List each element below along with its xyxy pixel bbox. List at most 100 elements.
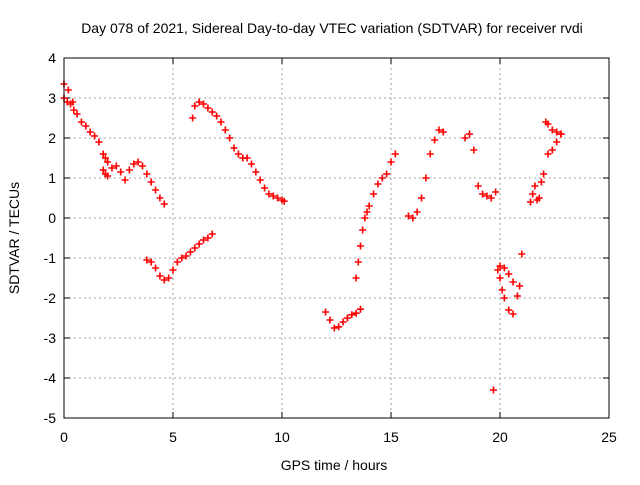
data-point [553, 138, 561, 146]
data-point [280, 197, 288, 205]
data-point [439, 128, 447, 136]
series-arc-9 [404, 126, 447, 222]
data-point [252, 168, 260, 176]
data-point [138, 162, 146, 170]
data-point [130, 160, 138, 168]
data-points [60, 80, 565, 394]
data-point [391, 150, 399, 158]
y-tick-label: -5 [44, 410, 57, 426]
data-point [169, 266, 177, 274]
data-point [354, 258, 362, 266]
data-point [247, 160, 255, 168]
x-tick-label: 10 [274, 429, 290, 445]
data-point [479, 190, 487, 198]
data-point [117, 168, 125, 176]
data-point [101, 154, 109, 162]
data-point [77, 118, 85, 126]
grid-layer [64, 58, 609, 418]
data-point [178, 254, 186, 262]
data-point [356, 242, 364, 250]
data-point [531, 182, 539, 190]
data-point [557, 130, 565, 138]
series-arc-8 [352, 150, 399, 282]
data-point [498, 286, 506, 294]
data-point [104, 172, 112, 180]
data-point [70, 106, 78, 114]
data-point [544, 150, 552, 158]
data-point [182, 252, 190, 260]
data-point [518, 250, 526, 258]
data-point [234, 150, 242, 158]
data-point [200, 100, 208, 108]
series-arc-13 [496, 250, 526, 300]
data-point [339, 318, 347, 326]
data-point [509, 278, 517, 286]
data-point [208, 108, 216, 116]
data-point [173, 258, 181, 266]
data-point [465, 130, 473, 138]
data-point [404, 212, 412, 220]
data-point [343, 314, 351, 322]
data-point [73, 110, 81, 118]
data-point [361, 214, 369, 222]
y-tick-label: 2 [48, 130, 56, 146]
data-point [191, 102, 199, 110]
x-tick-label: 5 [169, 429, 177, 445]
data-point [387, 158, 395, 166]
data-point [160, 200, 168, 208]
series-arc-11 [489, 386, 497, 394]
data-point [261, 184, 269, 192]
data-point [352, 309, 360, 317]
data-point [509, 310, 517, 318]
data-point [322, 308, 330, 316]
data-point [470, 146, 478, 154]
series-arc-7 [322, 305, 364, 332]
data-point [156, 272, 164, 280]
y-tick-label: -3 [44, 330, 57, 346]
y-tick-label: 1 [48, 170, 56, 186]
data-point [156, 194, 164, 202]
series-arc-5 [143, 230, 216, 284]
data-point [413, 208, 421, 216]
x-tick-label: 25 [601, 429, 617, 445]
data-point [134, 158, 142, 166]
data-point [418, 194, 426, 202]
data-point [516, 282, 524, 290]
data-point [348, 311, 356, 319]
data-point [243, 154, 251, 162]
data-point [186, 248, 194, 256]
plot-frame [63, 57, 610, 419]
data-point [500, 264, 508, 272]
data-point [474, 182, 482, 190]
data-point [548, 126, 556, 134]
data-point [553, 128, 561, 136]
data-point [269, 192, 277, 200]
data-point [189, 114, 197, 122]
x-tick-label: 0 [60, 429, 68, 445]
data-point [326, 316, 334, 324]
data-point [431, 136, 439, 144]
data-point [208, 230, 216, 238]
data-point [383, 170, 391, 178]
data-point [195, 98, 203, 106]
data-point [426, 150, 434, 158]
data-point [204, 104, 212, 112]
data-point [152, 264, 160, 272]
series-arc-16 [544, 120, 565, 138]
x-axis-label: GPS time / hours [281, 457, 388, 473]
data-point [529, 190, 537, 198]
data-point [108, 164, 116, 172]
series-arc-1 [60, 80, 103, 146]
data-point [82, 122, 90, 130]
data-point [147, 178, 155, 186]
data-point [537, 178, 545, 186]
data-point [221, 126, 229, 134]
y-tick-label: -1 [44, 250, 57, 266]
data-point [435, 126, 443, 134]
data-point [494, 266, 502, 274]
chart-title: Day 078 of 2021, Sidereal Day-to-day VTE… [81, 20, 583, 36]
data-point [330, 324, 338, 332]
y-tick-label: 0 [48, 210, 56, 226]
data-point [422, 174, 430, 182]
